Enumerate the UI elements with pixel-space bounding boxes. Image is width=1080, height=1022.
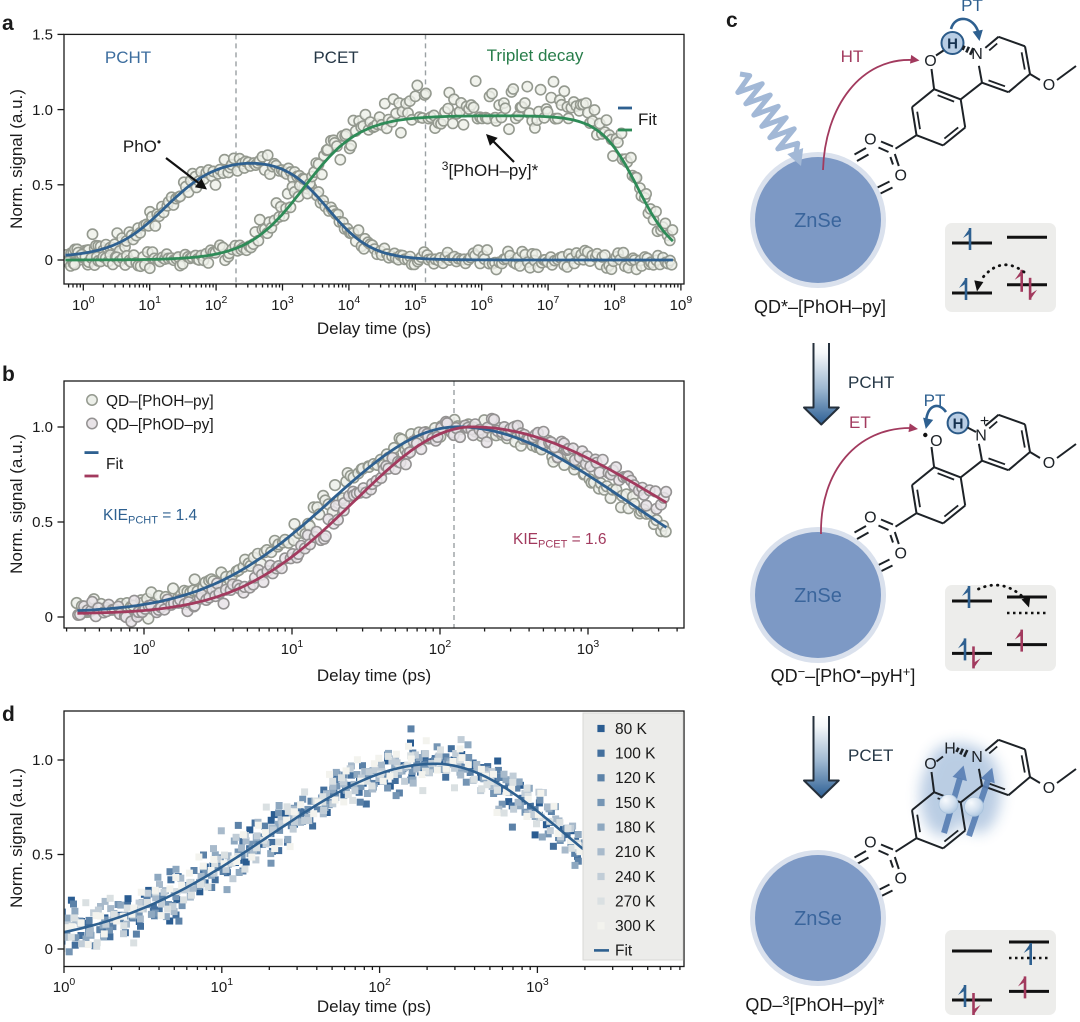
svg-text:O: O (924, 53, 936, 70)
svg-text:1.0: 1.0 (32, 752, 53, 769)
svg-text:O: O (864, 835, 876, 852)
svg-text:1.0: 1.0 (32, 102, 53, 119)
svg-text:N: N (971, 749, 983, 766)
svg-text:N: N (971, 46, 983, 63)
svg-text:PhO•: PhO• (123, 135, 161, 156)
svg-text:N: N (975, 428, 987, 445)
svg-text:ZnSe: ZnSe (794, 908, 842, 930)
svg-text:PCET: PCET (313, 48, 358, 67)
svg-text:O: O (894, 871, 906, 888)
svg-text:120 K: 120 K (615, 770, 656, 787)
svg-text:PCHT: PCHT (848, 373, 894, 392)
svg-text:O: O (894, 546, 906, 563)
svg-text:+: + (980, 413, 989, 430)
svg-text:a: a (2, 12, 14, 35)
svg-text:QD–3[PhOH–py]*: QD–3[PhOH–py]* (745, 993, 884, 1015)
svg-text:KIEPCHT = 1.4: KIEPCHT = 1.4 (103, 507, 198, 527)
svg-text:Fit: Fit (106, 456, 124, 473)
svg-text:0: 0 (45, 941, 53, 958)
svg-text:ZnSe: ZnSe (794, 585, 842, 607)
svg-text:O: O (1043, 77, 1055, 94)
svg-text:150 K: 150 K (615, 795, 656, 812)
svg-text:3[PhOH–py]*: 3[PhOH–py]* (442, 159, 539, 180)
svg-text:180 K: 180 K (615, 819, 656, 836)
svg-text:0: 0 (45, 609, 53, 626)
svg-text:H: H (953, 416, 964, 433)
svg-text:Delay time (ps): Delay time (ps) (317, 319, 431, 338)
svg-text:PCHT: PCHT (105, 48, 151, 67)
svg-text:0.5: 0.5 (32, 514, 53, 531)
svg-text:O: O (1043, 455, 1055, 472)
svg-text:O: O (930, 433, 942, 450)
svg-text:Fit: Fit (615, 943, 633, 960)
svg-text:d: d (2, 703, 15, 726)
svg-text:100 K: 100 K (615, 746, 656, 763)
svg-text:Delay time (ps): Delay time (ps) (317, 997, 431, 1016)
svg-text:QD−–[PhO•–pyH+]: QD−–[PhO•–pyH+] (771, 664, 916, 686)
svg-text:1.5: 1.5 (32, 27, 53, 44)
svg-text:QD–[PhOH–py]: QD–[PhOH–py] (106, 393, 214, 410)
svg-text:270 K: 270 K (615, 893, 656, 910)
svg-text:O: O (864, 510, 876, 527)
svg-text:210 K: 210 K (615, 844, 656, 861)
svg-text:b: b (2, 363, 15, 386)
svg-text:ET: ET (849, 413, 871, 432)
svg-text:QD–[PhOD–py]: QD–[PhOD–py] (106, 417, 214, 434)
svg-text:c: c (726, 9, 738, 32)
svg-text:QD*–[PhOH–py]: QD*–[PhOH–py] (754, 297, 886, 317)
svg-text:1.0: 1.0 (32, 419, 53, 436)
svg-text:H: H (944, 741, 956, 758)
svg-text:H: H (947, 36, 958, 53)
svg-text:PCET: PCET (848, 746, 893, 765)
svg-text:Fit: Fit (638, 110, 657, 129)
svg-text:O: O (924, 756, 936, 773)
svg-text:PT: PT (961, 0, 983, 15)
svg-text:KIEPCET = 1.6: KIEPCET = 1.6 (513, 531, 607, 551)
svg-text:0.5: 0.5 (32, 177, 53, 194)
svg-text:80 K: 80 K (615, 721, 648, 738)
svg-text:HT: HT (841, 47, 864, 66)
svg-text:O: O (864, 132, 876, 149)
svg-text:Triplet decay: Triplet decay (487, 46, 584, 65)
svg-text:Norm. signal (a.u.): Norm. signal (a.u.) (7, 89, 26, 229)
svg-text:300 K: 300 K (615, 918, 656, 935)
svg-text:0: 0 (45, 252, 53, 269)
svg-text:Norm. signal (a.u.): Norm. signal (a.u.) (7, 434, 26, 574)
svg-text:Norm. signal (a.u.): Norm. signal (a.u.) (7, 768, 26, 908)
svg-text:ZnSe: ZnSe (794, 210, 842, 232)
svg-text:O: O (1043, 780, 1055, 797)
svg-text:Delay time (ps): Delay time (ps) (317, 666, 431, 685)
svg-text:0.5: 0.5 (32, 847, 53, 864)
svg-text:240 K: 240 K (615, 869, 656, 886)
svg-text:O: O (894, 168, 906, 185)
